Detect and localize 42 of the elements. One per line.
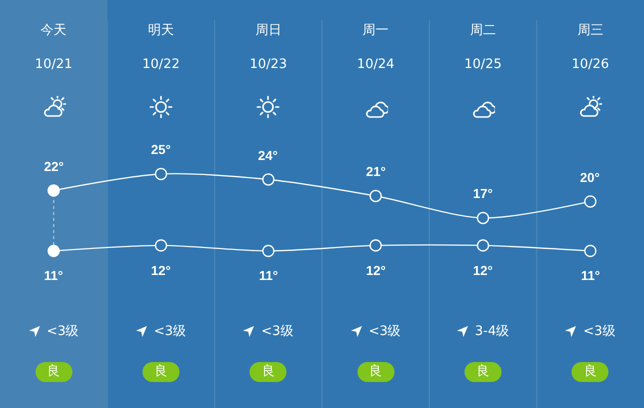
point — [48, 244, 60, 258]
data-label: 22° — [44, 159, 64, 174]
point — [48, 184, 60, 197]
point — [154, 168, 168, 180]
data-label: 11° — [259, 268, 278, 283]
category-label: 明天 10/22 — [142, 23, 180, 72]
point — [476, 239, 490, 252]
data-label: 24° — [258, 148, 278, 163]
category-label: 周三 10/26 — [572, 23, 610, 72]
badge: 良 — [572, 362, 609, 382]
point — [262, 244, 274, 258]
text: <3级 — [583, 323, 616, 340]
data-label: 12° — [366, 263, 386, 278]
badge: 良 — [250, 362, 287, 382]
category-label: 周二 10/25 — [464, 23, 502, 72]
category-label: 周一 10/24 — [356, 23, 394, 72]
point — [370, 239, 382, 252]
data-label: 21° — [366, 164, 386, 179]
point — [154, 239, 168, 252]
point — [584, 195, 596, 208]
data-label: 12° — [473, 263, 493, 278]
text: 3-4级 — [474, 323, 510, 340]
point — [370, 190, 382, 202]
data-label: 11° — [44, 268, 63, 283]
data-label: 11° — [581, 268, 600, 283]
category-label: 今天 10/21 — [34, 23, 72, 72]
point — [476, 212, 490, 224]
point — [262, 173, 274, 186]
point — [584, 244, 596, 258]
data-label: 20° — [580, 170, 600, 185]
text: <3级 — [261, 323, 294, 340]
badge: 良 — [142, 362, 180, 382]
badge: 良 — [35, 362, 72, 382]
data-label: 17° — [473, 186, 493, 201]
text: <3级 — [368, 323, 401, 340]
data-label: 25° — [151, 142, 171, 157]
category-label: 周日 10/23 — [250, 23, 288, 72]
badge: 良 — [464, 362, 502, 382]
badge: 良 — [357, 362, 394, 382]
data-label: 12° — [151, 263, 171, 278]
text: <3级 — [46, 323, 79, 340]
text: <3级 — [154, 323, 186, 340]
